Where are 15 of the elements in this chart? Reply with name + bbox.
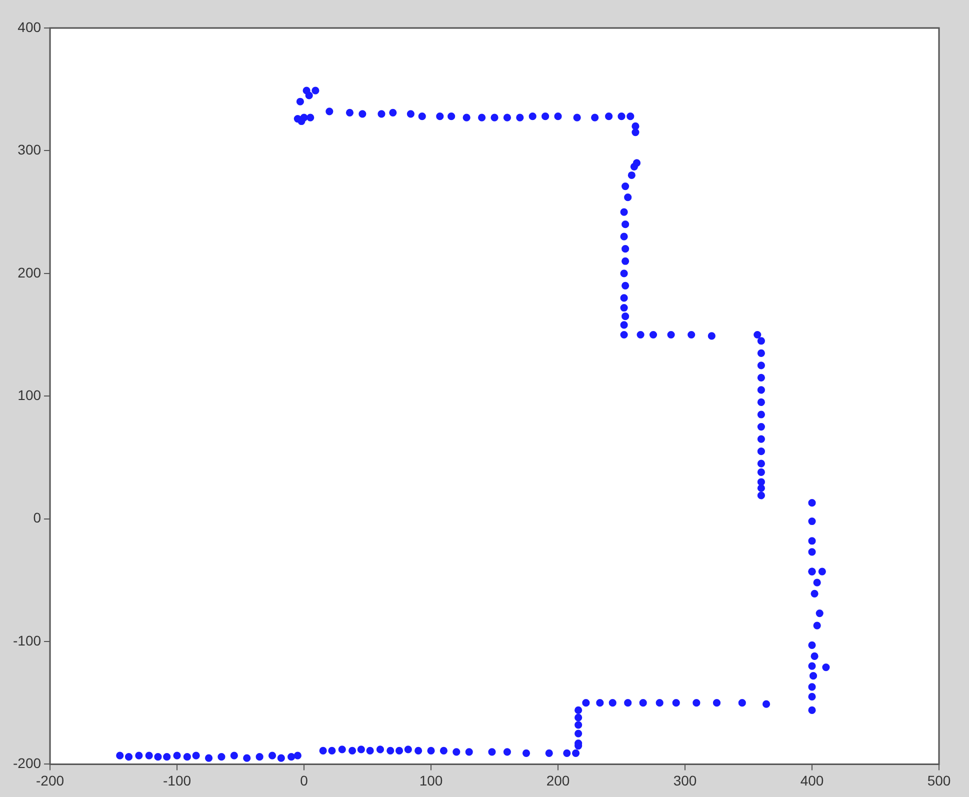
x-tick-label: 200: [546, 772, 570, 788]
x-tick-label: -200: [36, 772, 64, 788]
x-tick-label: 100: [419, 772, 443, 788]
y-tick-label: 0: [33, 510, 42, 526]
x-tick-label: -100: [163, 772, 192, 788]
y-tick-label: 400: [18, 18, 42, 35]
y-tick-label: 300: [18, 142, 42, 158]
y-tick-label: -200: [12, 755, 42, 772]
y-tick-label: 200: [18, 264, 42, 280]
x-tick-label: 300: [673, 772, 697, 788]
x-tick-label: 0: [300, 772, 308, 788]
x-tick-label: 500: [927, 772, 951, 788]
y-tick-label: -100: [12, 632, 42, 648]
x-tick-label: 400: [800, 772, 824, 788]
y-tick-label: 100: [18, 386, 42, 403]
